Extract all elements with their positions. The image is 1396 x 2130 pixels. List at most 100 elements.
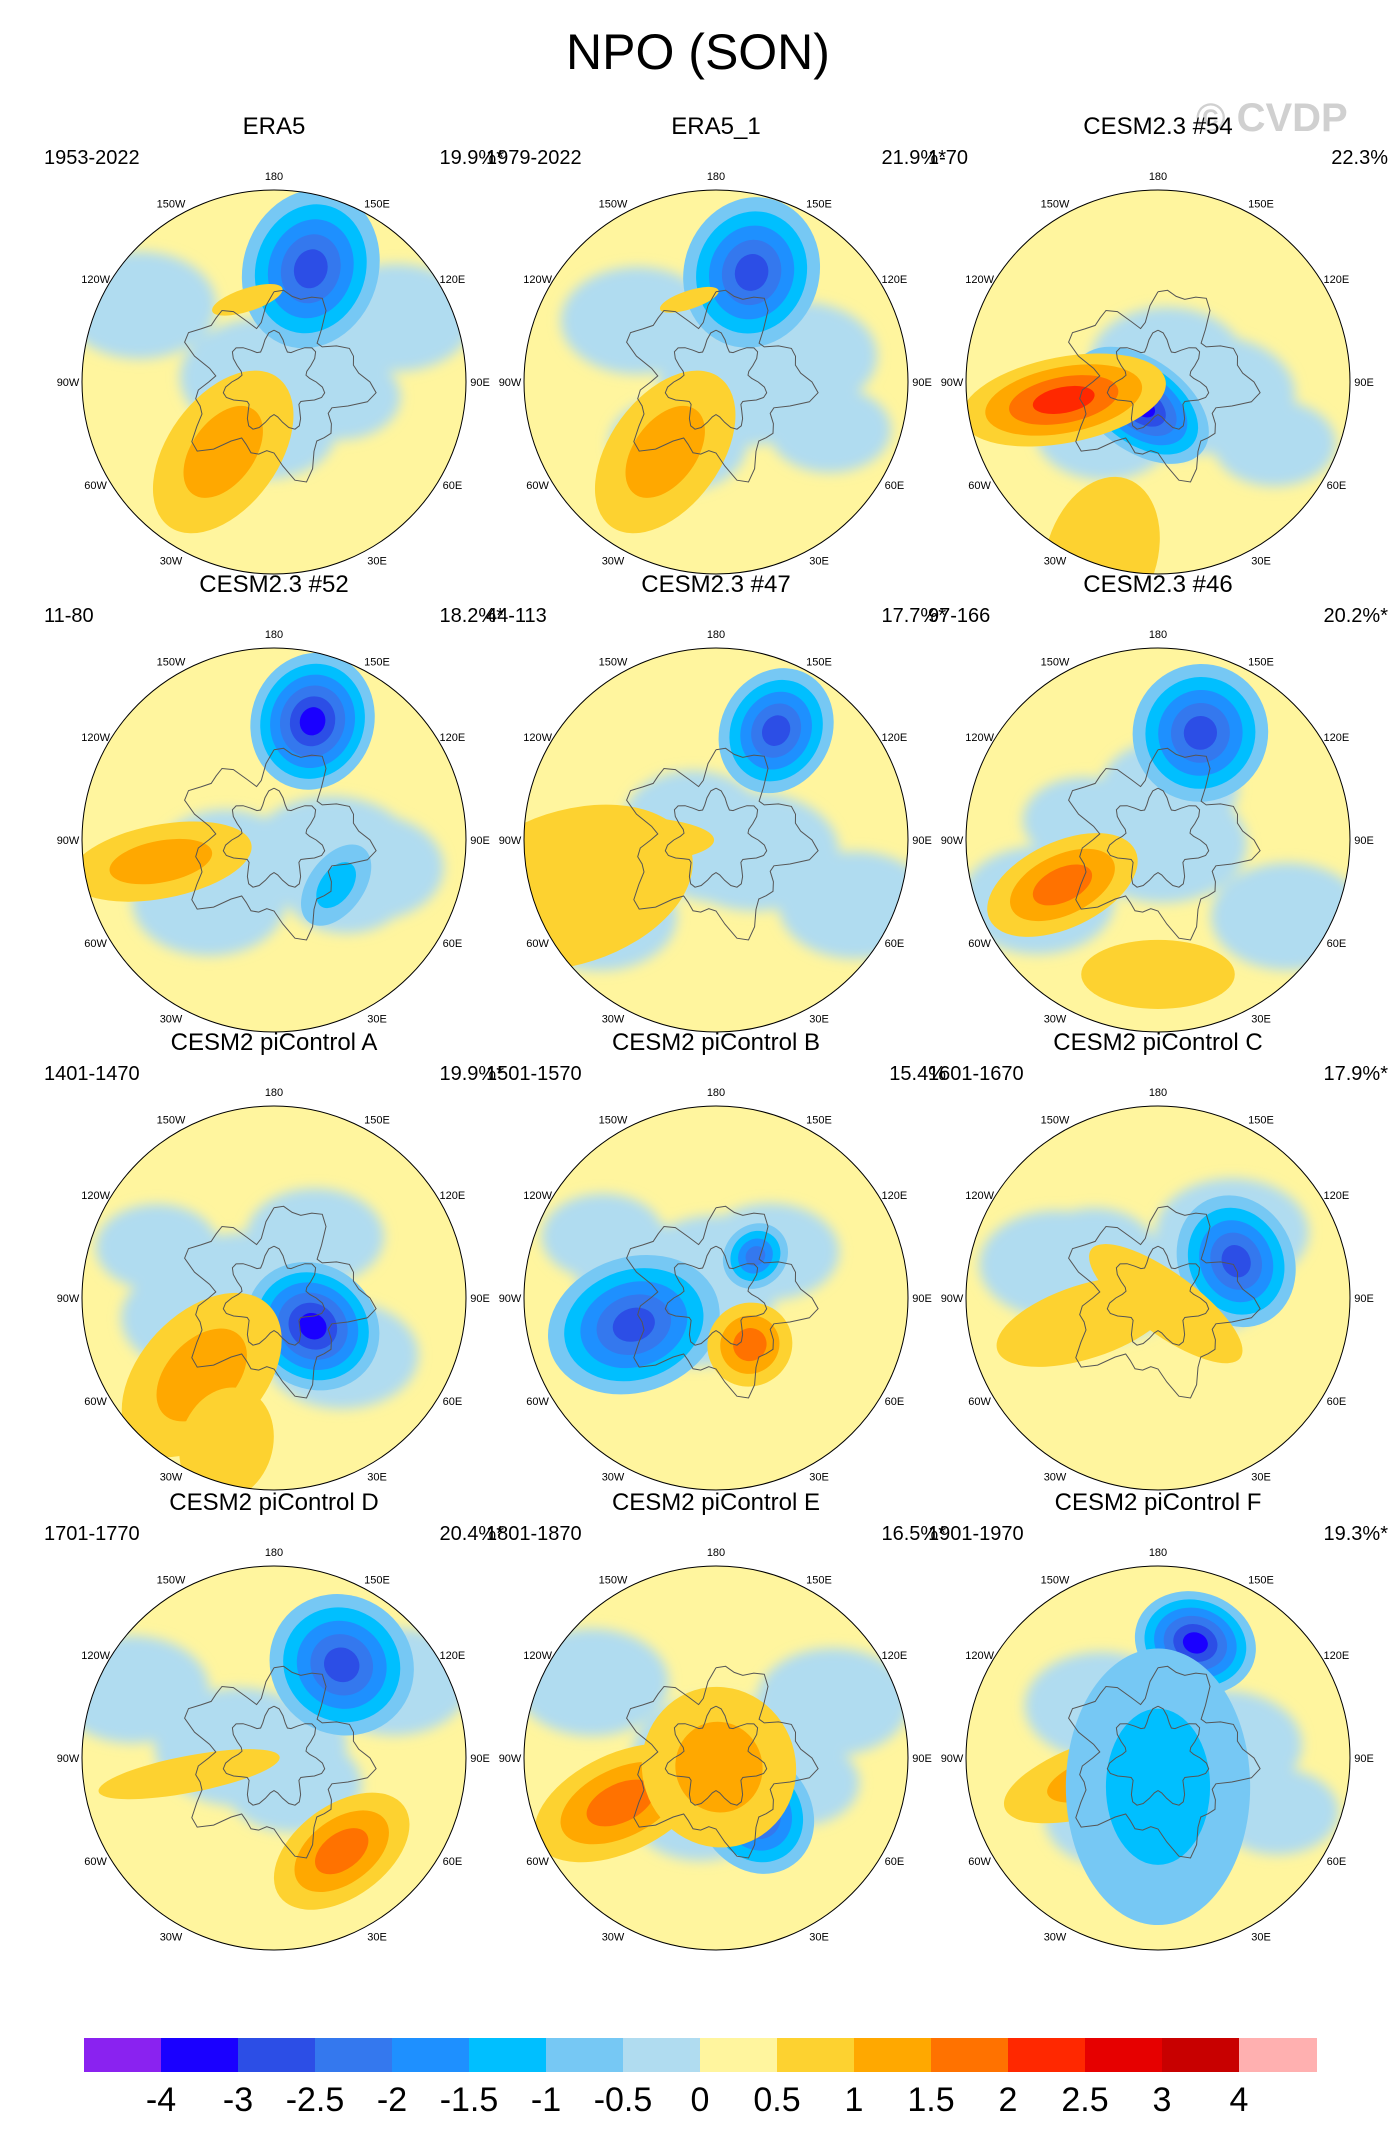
lon-label: 120W: [523, 1190, 552, 1202]
colorbar-swatch: [854, 2038, 932, 2072]
lon-label: 90E: [470, 377, 490, 389]
lon-label: 120E: [1324, 1190, 1350, 1202]
lon-label: 150E: [364, 1115, 390, 1127]
anomaly-contour: [1089, 1244, 1243, 1364]
lon-label: 90W: [57, 1753, 80, 1765]
colorbar-tick-label: 1.5: [907, 2081, 955, 2119]
panel-title: CESM2 piControl D: [169, 1489, 379, 1516]
lon-label: 150W: [599, 1115, 628, 1127]
colorbar-tick-label: -0.5: [593, 2081, 653, 2119]
colorbar-swatch: [1239, 2038, 1317, 2072]
map-panel: CESM2 piControl E 1801-1870 16.5%* 180 150E 1…: [486, 1488, 946, 1968]
panel-years: 1401-1470: [44, 1063, 140, 1085]
lon-label: 0: [271, 1959, 277, 1960]
panel-years: 1701-1770: [44, 1523, 140, 1545]
colorbar-swatch: [546, 2038, 624, 2072]
map-panel: ERA5_1 1979-2022 21.9%* 180 150E 120E 90E 60E 30…: [486, 112, 946, 592]
map-panel: CESM2.3 #54 1-70 22.3% 180 150E 120E 90E 60E 30E…: [928, 112, 1388, 592]
anomaly-contour: [1221, 1245, 1251, 1278]
lon-label: 30W: [1044, 1471, 1067, 1483]
panel-title: CESM2 piControl C: [1053, 1029, 1263, 1056]
lon-label: 90W: [57, 1293, 80, 1305]
map-panel: CESM2 piControl C 1601-1670 17.9%* 180 150E 1…: [928, 1028, 1388, 1508]
lon-label: 180: [1149, 629, 1167, 641]
map-panel: ERA5 1953-2022 19.9%* 180 150E 120E 90E 60E 30E 0…: [44, 112, 504, 592]
polar-map: 180 150E 120E 90E 60E 30E 0 30W 60W 90W 120W 150W: [941, 1087, 1374, 1500]
coastlines: [1068, 1665, 1261, 1859]
anomaly-contour: [299, 1312, 327, 1340]
colorbar-tick-label: -2: [376, 2081, 408, 2119]
lon-label: 120E: [882, 1190, 908, 1202]
colorbar-swatch: [1085, 2038, 1163, 2072]
polar-map: 180 150E 120E 90E 60E 30E 0 30W 60W 90W 120W 150W: [941, 171, 1374, 584]
anomaly-contour: [109, 838, 213, 885]
lon-label: 120W: [965, 274, 994, 286]
lon-label: 60E: [1327, 1856, 1347, 1868]
coastlines: [184, 289, 377, 483]
map-panel: CESM2 piControl D 1701-1770 20.4%* 180 150E 1…: [44, 1488, 504, 1968]
anomaly-contour: [745, 1246, 766, 1266]
lon-label: 30W: [602, 1931, 625, 1943]
lon-label: 150E: [1248, 199, 1274, 211]
anomaly-contour: [179, 1387, 274, 1490]
lon-label: 30E: [1251, 555, 1271, 567]
lon-label: 90W: [941, 1753, 964, 1765]
lon-label: 150E: [364, 657, 390, 669]
panel-title: CESM2 piControl B: [611, 1029, 821, 1056]
panel-variance-pct: 22.3%: [1331, 147, 1388, 169]
lon-label: 60E: [443, 938, 463, 950]
panel-title: ERA5: [242, 113, 306, 140]
lon-label: 0: [713, 1959, 719, 1960]
panel-years: 1979-2022: [486, 147, 582, 169]
colorbar-swatch: [931, 2038, 1009, 2072]
lon-label: 120E: [440, 274, 466, 286]
lon-label: 60E: [443, 1856, 463, 1868]
anomaly-contour: [1183, 715, 1218, 750]
anomaly-patch: [245, 1188, 385, 1286]
lon-label: 30E: [809, 555, 829, 567]
panel-title: CESM2.3 #46: [1083, 571, 1233, 598]
panel-variance-pct: 18.2%*: [439, 605, 505, 627]
lon-label: 0: [713, 1499, 719, 1500]
colorbar-swatch: [1162, 2038, 1240, 2072]
lon-label: 120W: [523, 732, 552, 744]
colorbar: [84, 2038, 1317, 2072]
lon-label: 180: [707, 1547, 725, 1559]
polar-map: 180 150E 120E 90E 60E 30E 0 30W 60W 90W 120W 150W: [941, 1547, 1374, 1960]
lon-label: 150W: [157, 1115, 186, 1127]
anomaly-contour: [659, 286, 719, 313]
panel-variance-pct: 21.9%*: [881, 147, 947, 169]
panel-variance-pct: 16.5%*: [881, 1523, 947, 1545]
anomaly-patch: [756, 1648, 908, 1756]
lon-label: 30W: [1044, 1013, 1067, 1025]
colorbar-tick-label: -4: [145, 2081, 177, 2119]
lon-label: 90E: [470, 1753, 490, 1765]
lon-label: 90W: [57, 835, 80, 847]
panel-title: CESM2 piControl F: [1054, 1489, 1262, 1516]
lon-label: 60W: [968, 480, 991, 492]
lon-label: 180: [1149, 171, 1167, 183]
anomaly-contour: [586, 1779, 655, 1827]
anomaly-contour: [316, 862, 356, 909]
lon-label: 90W: [57, 377, 80, 389]
lon-label: 120E: [1324, 274, 1350, 286]
lon-label: 0: [1155, 1499, 1161, 1500]
lon-label: 150E: [364, 199, 390, 211]
lon-label: 90W: [499, 1293, 522, 1305]
coastlines: [184, 747, 377, 941]
coastlines: [1068, 289, 1261, 483]
colorbar-tick-label: -3: [222, 2081, 254, 2119]
lon-label: 30E: [367, 1931, 387, 1943]
colorbar-tick-label: -2.5: [285, 2081, 345, 2119]
lon-label: 60E: [885, 1396, 905, 1408]
colorbar-tick-label: 4: [1229, 2081, 1249, 2119]
lon-label: 0: [1155, 1959, 1161, 1960]
anomaly-contour: [98, 1749, 280, 1800]
lon-label: 180: [1149, 1087, 1167, 1099]
lon-label: 180: [707, 171, 725, 183]
colorbar-swatch: [84, 2038, 162, 2072]
lon-label: 180: [265, 171, 283, 183]
anomaly-contour: [1182, 1632, 1208, 1654]
polar-map: 180 150E 120E 90E 60E 30E 0 30W 60W 90W 120W 150W: [57, 171, 490, 584]
coastlines: [184, 1205, 377, 1399]
